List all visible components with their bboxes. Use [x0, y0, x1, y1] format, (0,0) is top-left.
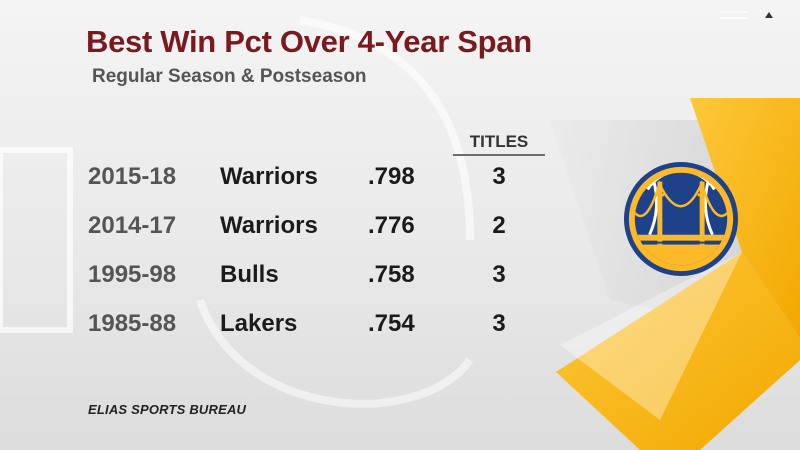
win-pct-cell: .754: [368, 310, 415, 337]
source-credit: ELIAS SPORTS BUREAU: [88, 402, 247, 417]
table-row: 2014-17 Warriors .776 2: [0, 212, 560, 244]
titles-cell: 3: [492, 261, 506, 288]
team-cell: Warriors: [220, 212, 318, 239]
menu-lines-icon: [720, 11, 773, 19]
titles-cell: 2: [492, 212, 506, 239]
team-cell: Warriors: [220, 163, 318, 190]
win-pct-cell: .776: [368, 212, 415, 239]
golden-state-warriors-logo-icon: [623, 161, 739, 277]
page-subtitle: Regular Season & Postseason: [92, 66, 367, 87]
years-cell: 2014-17: [88, 212, 177, 239]
table-row: 1995-98 Bulls .758 3: [0, 261, 560, 293]
table-row: 1985-88 Lakers .754 3: [0, 310, 560, 342]
years-cell: 1995-98: [88, 261, 177, 288]
team-cell: Bulls: [220, 261, 279, 288]
titles-column-header: TITLES: [453, 132, 545, 156]
years-cell: 2015-18: [88, 163, 177, 190]
win-pct-cell: .798: [368, 163, 415, 190]
titles-cell: 3: [492, 163, 506, 190]
page-title: Best Win Pct Over 4-Year Span: [86, 24, 532, 59]
win-pct-cell: .758: [368, 261, 415, 288]
table-row: 2015-18 Warriors .798 3: [0, 163, 560, 195]
titles-cell: 3: [492, 310, 506, 337]
team-cell: Lakers: [220, 310, 298, 337]
years-cell: 1985-88: [88, 310, 177, 337]
